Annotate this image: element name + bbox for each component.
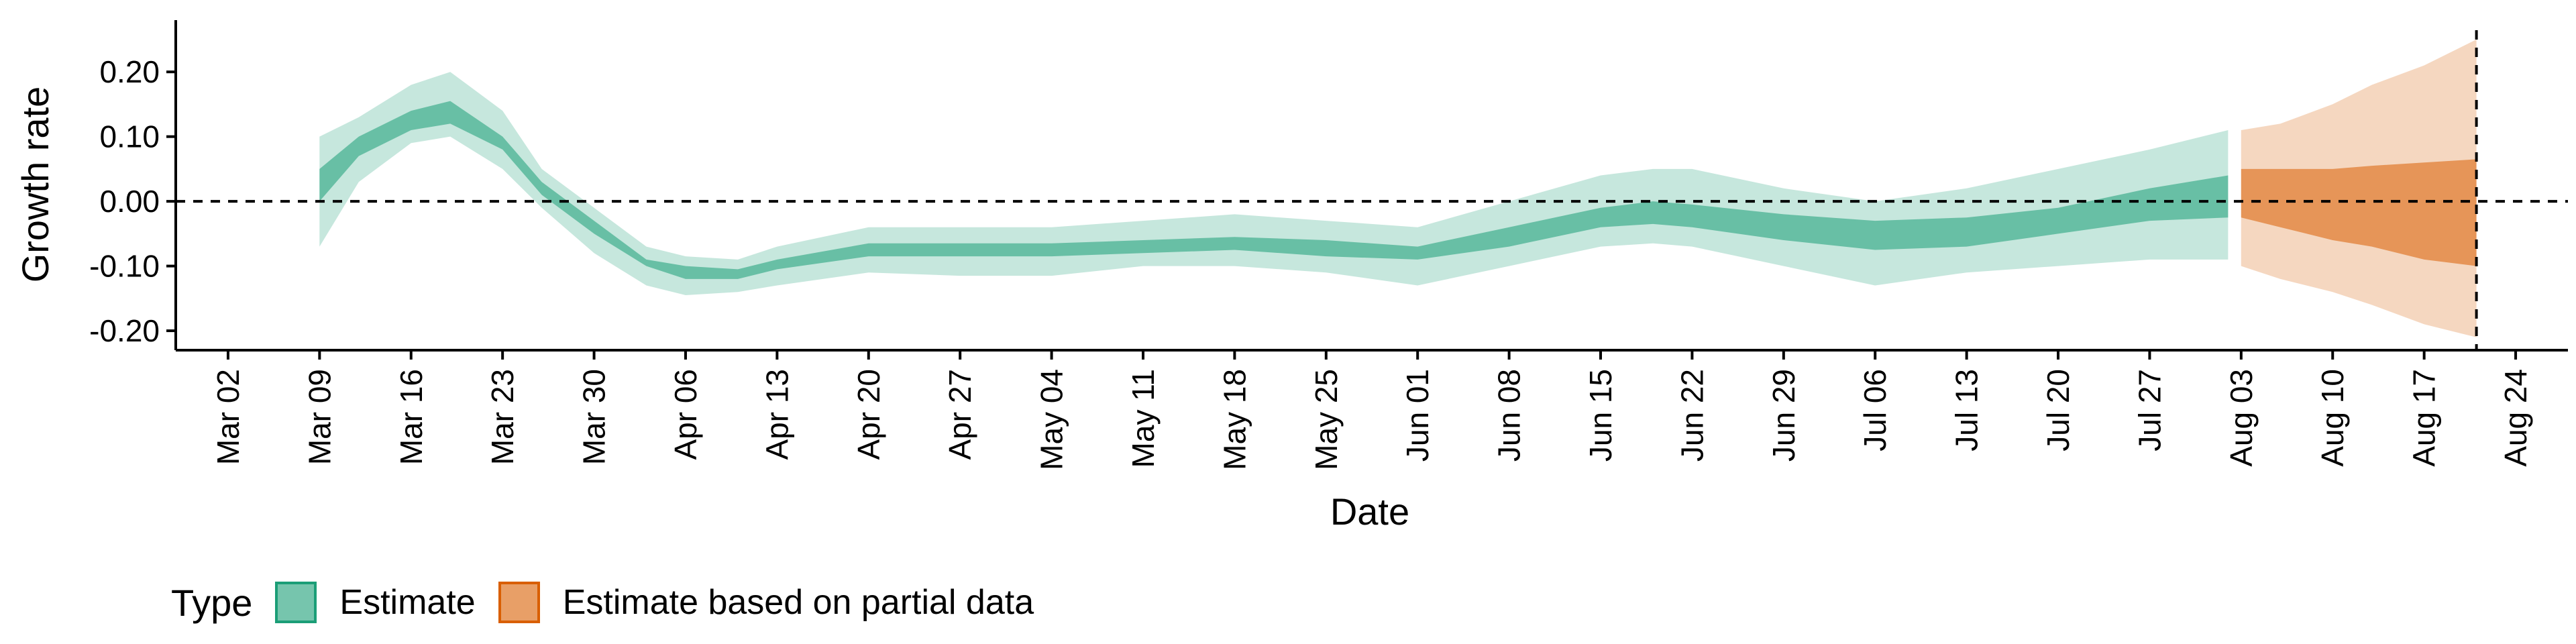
x-tick-label: Jun 29 [1766,369,1801,462]
x-tick-label: Mar 02 [211,369,246,465]
y-tick-label: -0.10 [89,249,160,284]
x-tick-label: Apr 20 [851,369,886,460]
x-axis-label: Date [1330,490,1409,533]
series-1-band-50 [2241,159,2477,266]
legend-title: Type [171,581,253,624]
x-tick-label: May 04 [1034,369,1069,470]
x-tick-label: Jul 27 [2132,369,2167,451]
x-tick-label: May 25 [1309,369,1344,470]
y-tick-label: -0.20 [89,313,160,348]
x-tick-label: Jun 08 [1492,369,1527,462]
x-tick-label: Apr 06 [668,369,703,460]
legend-item-estimate: Estimate [275,582,476,623]
series-0-band-50 [319,101,2229,279]
x-tick-label: Apr 13 [759,369,794,460]
x-tick-label: Aug 10 [2315,369,2350,467]
x-tick-label: Mar 09 [302,369,337,465]
legend-label-partial: Estimate based on partial data [562,583,1034,622]
x-tick-label: Jul 13 [1949,369,1984,451]
y-axis-label: Growth rate [14,87,56,283]
y-tick-label: 0.00 [99,184,160,219]
legend-item-partial: Estimate based on partial data [498,582,1034,623]
x-tick-label: Aug 17 [2407,369,2442,467]
estimate-bands [319,39,2477,337]
x-tick-label: Jul 06 [1858,369,1892,451]
legend-label-estimate: Estimate [339,583,476,622]
y-tick-label: 0.20 [99,54,160,89]
x-tick-label: May 11 [1126,369,1161,468]
x-tick-label: Mar 23 [485,369,520,465]
legend-key-estimate [275,582,317,623]
x-tick-label: Apr 27 [943,369,977,460]
x-tick-label: May 18 [1217,369,1252,470]
y-tick-label: 0.10 [99,119,160,154]
x-tick-label: Mar 30 [577,369,612,465]
x-tick-label: Jul 20 [2041,369,2076,451]
series-0-band-90 [319,72,2229,295]
reference-lines [176,30,2568,350]
x-tick-label: Jun 01 [1400,369,1435,462]
legend: Type Estimate Estimate based on partial … [171,576,1057,629]
x-tick-label: Aug 24 [2498,369,2533,467]
x-tick-label: Mar 16 [394,369,429,465]
x-tick-label: Jun 22 [1674,369,1709,462]
axes: -0.20 -0.10 0.00 0.10 0.20 Mar 02 Mar 09 Mar 16… [89,20,2568,470]
x-tick-label: Aug 03 [2224,369,2259,467]
legend-key-partial [498,582,540,623]
x-tick-label: Jun 15 [1583,369,1618,462]
